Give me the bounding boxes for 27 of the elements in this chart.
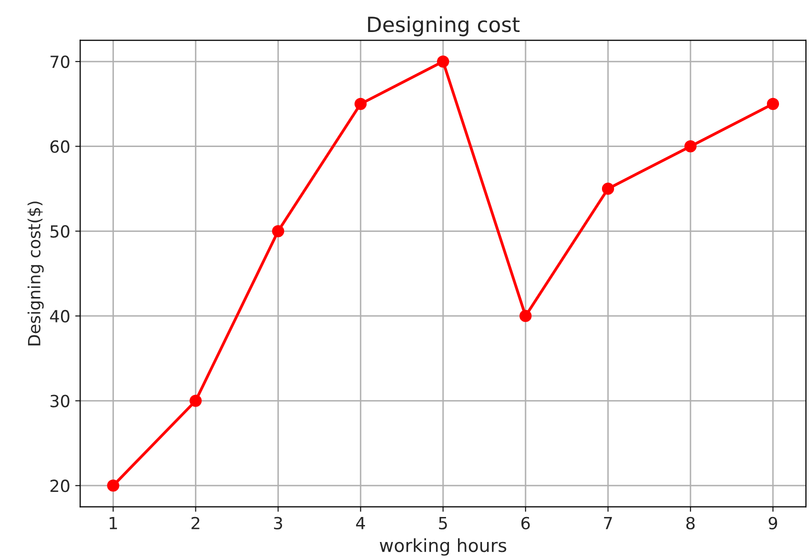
x-tick-label: 2	[192, 516, 200, 530]
point	[766, 98, 780, 110]
x-tick-label: 8	[686, 516, 695, 530]
x-axis-title: working hours	[380, 538, 506, 556]
x-tick-label: 4	[356, 517, 365, 530]
x-tick-label: 7	[604, 517, 612, 530]
point	[684, 140, 697, 152]
y-tick-label: 70	[50, 55, 70, 68]
point	[519, 310, 532, 322]
y-tick-label: 40	[50, 310, 70, 323]
point	[436, 55, 450, 68]
chart-title: Designing cost	[368, 16, 520, 36]
y-tick-label: 50	[50, 225, 70, 238]
y-tick-label: 30	[50, 394, 70, 408]
x-tick-label: 9	[768, 516, 778, 530]
y-tick-label: 20	[50, 480, 70, 492]
y-tick-label: 60	[50, 140, 70, 153]
point	[107, 480, 120, 492]
x-tick-label: 6	[521, 516, 530, 530]
point	[272, 225, 284, 238]
point	[602, 182, 614, 195]
x-tick-label: 3	[274, 516, 282, 530]
x-tick-label: 1	[110, 517, 117, 530]
y-axis-title: Designing cost($)	[28, 202, 44, 346]
x-tick-label: 5	[439, 517, 447, 530]
point	[190, 394, 202, 407]
point	[354, 98, 367, 110]
